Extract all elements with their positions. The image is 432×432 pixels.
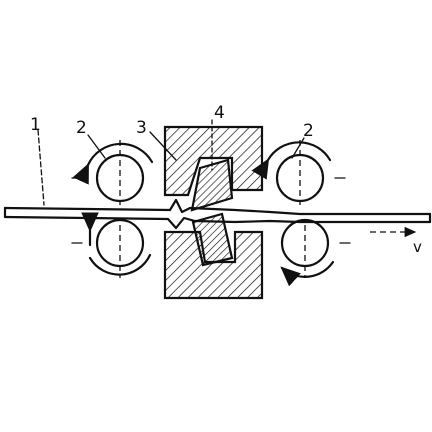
label-sheet: 1 [30,115,41,135]
upper-die-block [163,125,264,197]
upper-punch-insert [190,158,234,212]
label-roller-left: 2 [76,118,87,138]
roller-top-right [251,140,346,205]
sheet-strip [3,198,432,230]
label-punch: 4 [214,103,225,123]
roller-bottom-right [280,218,351,287]
label-roller-right: 2 [303,121,314,141]
leader-lines [37,119,305,206]
roller-bottom-left [71,212,152,278]
roller-top-left [71,140,154,205]
lower-die-insert [191,212,234,267]
label-die-insert: 3 [136,118,147,138]
label-velocity: v [413,238,422,256]
